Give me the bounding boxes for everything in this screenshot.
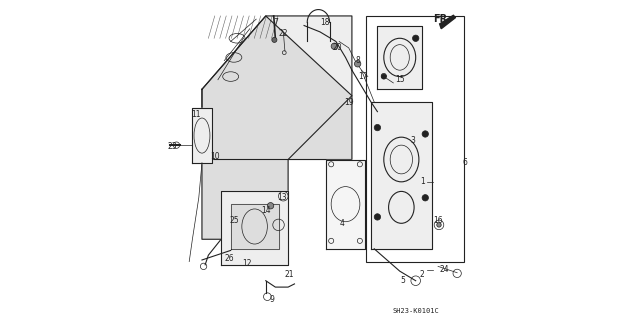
Polygon shape [230, 204, 278, 249]
Polygon shape [326, 160, 365, 249]
Text: 24: 24 [440, 265, 449, 274]
Polygon shape [193, 108, 212, 163]
Text: SH23-K0101C: SH23-K0101C [392, 308, 439, 314]
Circle shape [355, 61, 361, 67]
Circle shape [272, 37, 277, 42]
Text: 2: 2 [420, 270, 424, 279]
Text: 12: 12 [242, 259, 252, 268]
Polygon shape [202, 16, 352, 239]
Circle shape [381, 74, 387, 79]
Text: 16: 16 [433, 216, 443, 225]
Text: 17: 17 [358, 72, 368, 81]
Circle shape [268, 203, 274, 209]
Circle shape [422, 195, 428, 201]
Text: 6: 6 [463, 158, 468, 167]
Text: 7: 7 [273, 18, 278, 27]
Polygon shape [378, 26, 422, 89]
Text: 15: 15 [395, 75, 404, 84]
Circle shape [331, 43, 337, 49]
Text: 25: 25 [229, 216, 239, 225]
Circle shape [436, 223, 441, 227]
Text: 20: 20 [333, 43, 342, 52]
Circle shape [413, 35, 419, 41]
Text: 9: 9 [269, 295, 275, 304]
Text: 1: 1 [420, 177, 424, 186]
Text: 5: 5 [401, 276, 405, 285]
Text: FR.: FR. [433, 14, 451, 24]
Polygon shape [371, 102, 431, 249]
Text: 4: 4 [340, 219, 345, 228]
Circle shape [374, 214, 381, 220]
Circle shape [374, 124, 381, 131]
Polygon shape [221, 191, 288, 265]
Text: 22: 22 [278, 29, 288, 38]
Text: 23: 23 [168, 142, 177, 151]
Text: 8: 8 [356, 56, 361, 65]
Polygon shape [202, 16, 352, 160]
Text: 11: 11 [191, 110, 200, 119]
Text: 19: 19 [344, 98, 353, 107]
Text: 13: 13 [277, 193, 287, 202]
Text: 18: 18 [320, 18, 330, 27]
Text: 21: 21 [285, 270, 294, 279]
Bar [366, 16, 463, 262]
Text: 26: 26 [224, 254, 234, 263]
Text: 10: 10 [210, 152, 220, 161]
Polygon shape [440, 15, 456, 29]
Text: 14: 14 [261, 206, 271, 215]
Text: 3: 3 [410, 136, 415, 145]
Circle shape [422, 131, 428, 137]
